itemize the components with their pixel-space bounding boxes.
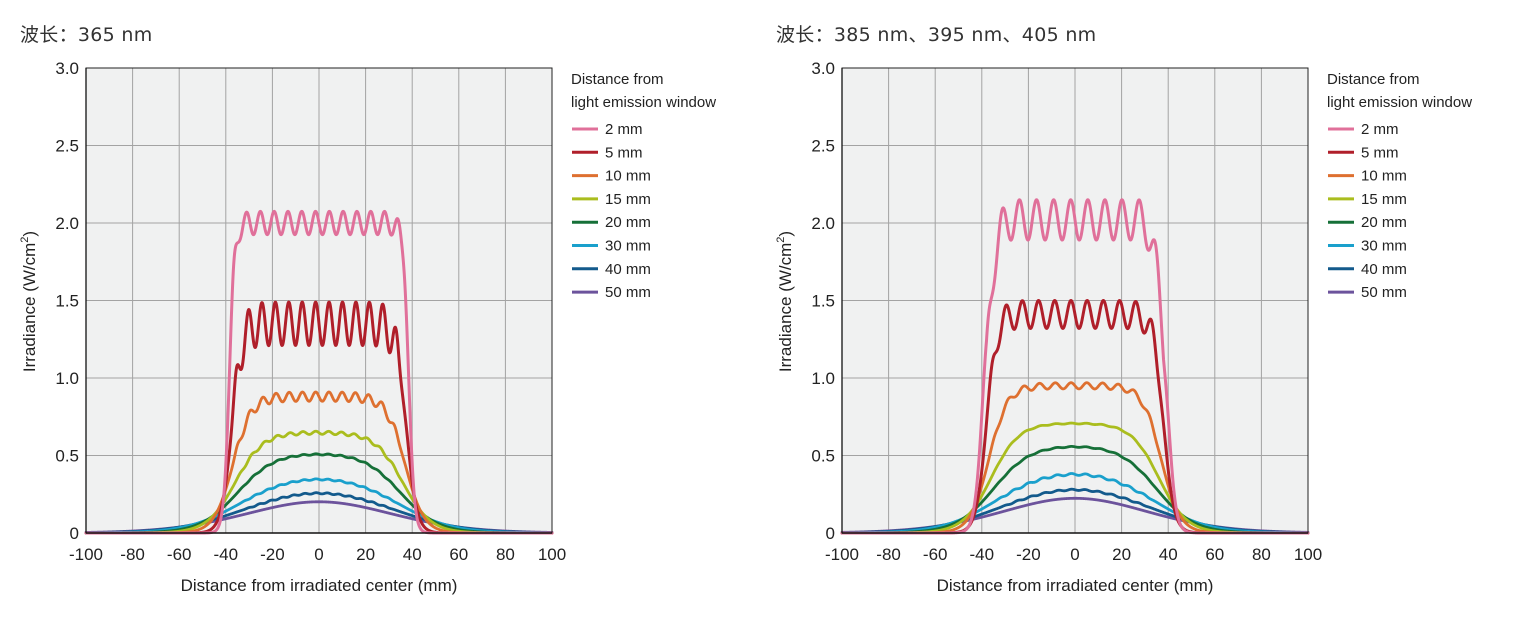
legend-item: 10 mm [572, 168, 651, 185]
x-tick-label: -80 [120, 545, 145, 564]
x-tick-label: 100 [538, 545, 566, 564]
legend: Distance from light emission window 2 mm 5 … [1327, 71, 1472, 301]
y-tick-label: 1.0 [55, 369, 79, 388]
legend-label: 50 mm [1361, 284, 1407, 301]
y-tick-label: 0.5 [811, 447, 835, 466]
x-tick-label: 20 [356, 545, 375, 564]
legend-label: 20 mm [1361, 214, 1407, 231]
series-line-30mm [840, 472, 1310, 535]
legend-label: 20 mm [605, 214, 651, 231]
x-tick-label: -20 [260, 545, 285, 564]
x-tick-label: -100 [825, 545, 859, 564]
series-line-30mm [84, 477, 554, 535]
y-tick-label: 1.0 [811, 369, 835, 388]
legend-item: 2 mm [1328, 121, 1399, 138]
y-axis-label-main: Irradiance (W/cm [20, 243, 39, 372]
legend-label: 40 mm [605, 261, 651, 278]
legend-item: 2 mm [572, 121, 643, 138]
legend-item: 50 mm [572, 284, 651, 301]
y-axis-label-main: Irradiance (W/cm [776, 243, 795, 372]
legend-item: 5 mm [572, 144, 643, 161]
legend-label: 10 mm [1361, 168, 1407, 185]
legend-item: 20 mm [572, 214, 651, 231]
legend: Distance from light emission window 2 mm 5 … [571, 71, 716, 301]
legend-label: 10 mm [605, 168, 651, 185]
legend-item: 30 mm [572, 238, 651, 255]
legend-item: 15 mm [1328, 191, 1407, 208]
legend-label: 30 mm [1361, 238, 1407, 255]
legend-label: 50 mm [605, 284, 651, 301]
legend-item: 40 mm [572, 261, 651, 278]
legend-label: 2 mm [605, 121, 643, 138]
legend-item: 10 mm [1328, 168, 1407, 185]
chart-title: 波长：365 nm [20, 24, 153, 46]
x-tick-label: -80 [876, 545, 901, 564]
legend-item: 15 mm [572, 191, 651, 208]
legend-label: 5 mm [1361, 144, 1399, 161]
y-tick-label: 3.0 [55, 59, 79, 78]
chart-panel-365nm: 波长：365 nm -100 -80 -60 -40 -20 0 20 40 60 80 100 0 0… [19, 24, 716, 595]
x-tick-label: 80 [1252, 545, 1271, 564]
y-tick-label: 3.0 [811, 59, 835, 78]
x-tick-label: -40 [214, 545, 239, 564]
x-tick-label: 0 [1070, 545, 1079, 564]
y-tick-label: 2.5 [811, 137, 835, 156]
legend-item: 50 mm [1328, 284, 1407, 301]
x-tick-label: 20 [1112, 545, 1131, 564]
x-tick-label: -40 [970, 545, 995, 564]
y-tick-label: 1.5 [55, 292, 79, 311]
legend-item: 5 mm [1328, 144, 1399, 161]
chart-title: 波长：385 nm、395 nm、405 nm [776, 24, 1097, 46]
x-tick-label: 40 [403, 545, 422, 564]
x-tick-label: -100 [69, 545, 103, 564]
x-tick-label: 80 [496, 545, 515, 564]
x-axis-label: Distance from irradiated center (mm) [937, 576, 1214, 595]
y-axis-label: Irradiance (W/cm2) [19, 231, 39, 372]
legend-title-line1: Distance from [1327, 71, 1420, 88]
legend-label: 2 mm [1361, 121, 1399, 138]
y-axis-label-end: ) [20, 231, 39, 237]
x-tick-label: 60 [1205, 545, 1224, 564]
y-tick-label: 2.0 [811, 214, 835, 233]
legend-title-line2: light emission window [1327, 94, 1472, 111]
chart-panel-385-405nm: 波长：385 nm、395 nm、405 nm -100 -80 -60 -40 -20… [756, 0, 1514, 618]
y-tick-label: 2.0 [55, 214, 79, 233]
y-tick-label: 1.5 [811, 292, 835, 311]
legend-item: 30 mm [1328, 238, 1407, 255]
gridlines [86, 68, 552, 533]
y-axis-label: Irradiance (W/cm2) [775, 231, 795, 372]
x-axis-label: Distance from irradiated center (mm) [181, 576, 458, 595]
x-tick-label: 40 [1159, 545, 1178, 564]
chart-365nm: -100 -80 -60 -40 -20 0 20 40 60 80 100 0 0.5 1.0 1.5 2.… [19, 59, 716, 595]
legend-title-line2: light emission window [571, 94, 716, 111]
y-axis-label-superscript: 2 [19, 237, 31, 243]
legend-title-line1: Distance from [571, 71, 664, 88]
y-axis-label-superscript: 2 [775, 237, 787, 243]
legend-label: 5 mm [605, 144, 643, 161]
x-tick-label: -20 [1016, 545, 1041, 564]
legend-label: 30 mm [605, 238, 651, 255]
x-tick-label: -60 [923, 545, 948, 564]
y-tick-label: 0.5 [55, 447, 79, 466]
y-tick-label: 2.5 [55, 137, 79, 156]
legend-label: 15 mm [605, 191, 651, 208]
x-tick-label: 60 [449, 545, 468, 564]
y-axis-label-end: ) [776, 231, 795, 237]
chart-385-405nm: -100 -80 -60 -40 -20 0 20 40 60 80 100 0 0.5 1.0 1.5 2.… [775, 59, 1472, 595]
x-tick-label: -60 [167, 545, 192, 564]
x-tick-label: 100 [1294, 545, 1322, 564]
x-tick-label: 0 [314, 545, 323, 564]
y-tick-label: 0 [70, 524, 79, 543]
y-tick-label: 0 [826, 524, 835, 543]
legend-item: 20 mm [1328, 214, 1407, 231]
legend-label: 40 mm [1361, 261, 1407, 278]
legend-label: 15 mm [1361, 191, 1407, 208]
legend-item: 40 mm [1328, 261, 1407, 278]
